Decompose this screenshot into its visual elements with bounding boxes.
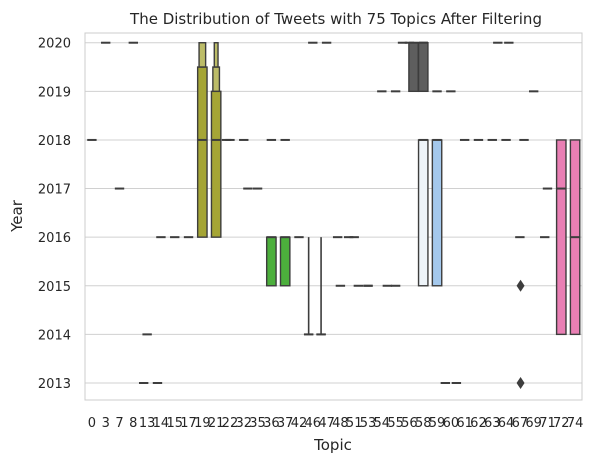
- x-tick-labels: 0 3 7 8 131415171921223235363742464748515354…: [88, 416, 584, 431]
- y-tick-2016: 2016: [38, 231, 71, 246]
- y-tick-2020: 2020: [38, 37, 71, 52]
- x-tick-64: 64: [498, 416, 515, 431]
- mark-4: [265, 236, 277, 287]
- x-tick-15: 15: [166, 416, 183, 431]
- x-tick-14: 14: [153, 416, 170, 431]
- grid: [85, 42, 582, 384]
- y-tick-labels: 2013 2014 2015 2016 2017 2018 2019 2020: [38, 37, 71, 392]
- x-tick-51: 51: [346, 416, 363, 431]
- x-tick-46: 46: [305, 416, 322, 431]
- mark-17: [417, 138, 429, 287]
- x-tick-62: 62: [470, 416, 487, 431]
- topic-74-box: [569, 139, 581, 336]
- mark-16-box-0: [417, 42, 429, 93]
- x-tick-13: 13: [139, 416, 156, 431]
- x-tick-59: 59: [429, 416, 446, 431]
- x-tick-36: 36: [263, 416, 280, 431]
- x-tick-54: 54: [374, 416, 391, 431]
- topic-21-box: [210, 42, 222, 238]
- x-tick-58: 58: [415, 416, 432, 431]
- x-tick-37: 37: [277, 416, 294, 431]
- x-tick-42: 42: [291, 416, 308, 431]
- mark-15: [408, 41, 419, 93]
- y-tick-2013: 2013: [38, 377, 71, 392]
- x-tick-67: 67: [512, 416, 529, 431]
- x-tick-19: 19: [194, 416, 211, 431]
- x-tick-60: 60: [443, 416, 460, 431]
- topic-19-box-box-1: [198, 42, 207, 68]
- topic-19-box-box-0: [196, 66, 208, 238]
- x-tick-61: 61: [456, 416, 473, 431]
- x-tick-48: 48: [332, 416, 349, 431]
- x-tick-22: 22: [222, 416, 239, 431]
- mark-5-box-0: [279, 236, 291, 287]
- y-tick-2017: 2017: [38, 183, 71, 198]
- x-tick-7: 7: [115, 416, 123, 431]
- x-tick-71: 71: [539, 416, 556, 431]
- x-tick-69: 69: [525, 416, 542, 431]
- topic-72-box-box-0: [555, 139, 567, 336]
- mark-7: [316, 237, 326, 336]
- mark-15-box-0: [408, 42, 419, 93]
- mark-5: [279, 236, 291, 287]
- topic-21-box-box-2: [213, 42, 219, 68]
- outlier-0: [516, 279, 525, 292]
- plot-marks: [87, 41, 581, 384]
- x-axis-label: Topic: [313, 436, 352, 454]
- chart-title: The Distribution of Tweets with 75 Topic…: [129, 10, 542, 28]
- y-axis-label: Year: [8, 199, 26, 233]
- x-tick-55: 55: [387, 416, 404, 431]
- x-tick-0: 0: [88, 416, 96, 431]
- x-tick-74: 74: [567, 416, 584, 431]
- x-tick-53: 53: [360, 416, 377, 431]
- x-tick-3: 3: [102, 416, 110, 431]
- x-tick-47: 47: [318, 416, 335, 431]
- x-tick-8: 8: [129, 416, 137, 431]
- plot-frame: [84, 32, 583, 401]
- mark-16: [417, 41, 429, 93]
- topic-19-box: [196, 42, 208, 238]
- mark-18-box-0: [431, 139, 443, 287]
- y-tick-2015: 2015: [38, 280, 71, 295]
- outliers: [516, 279, 525, 389]
- topic-21-box-box-0: [210, 90, 222, 238]
- x-tick-21: 21: [208, 416, 225, 431]
- mark-6: [303, 237, 314, 336]
- mark-18: [431, 138, 443, 287]
- mark-4-box-0: [265, 236, 277, 287]
- x-tick-35: 35: [249, 416, 266, 431]
- y-tick-2018: 2018: [38, 134, 71, 149]
- y-tick-2019: 2019: [38, 85, 71, 100]
- x-tick-56: 56: [401, 416, 418, 431]
- mark-17-box-0: [417, 139, 429, 287]
- outlier-1: [516, 376, 525, 389]
- topic-21-box-box-1: [212, 66, 221, 93]
- x-tick-17: 17: [180, 416, 197, 431]
- x-tick-63: 63: [484, 416, 501, 431]
- y-tick-2014: 2014: [38, 328, 71, 343]
- x-tick-32: 32: [235, 416, 252, 431]
- topic-72-box: [555, 139, 567, 336]
- x-tick-72: 72: [553, 416, 570, 431]
